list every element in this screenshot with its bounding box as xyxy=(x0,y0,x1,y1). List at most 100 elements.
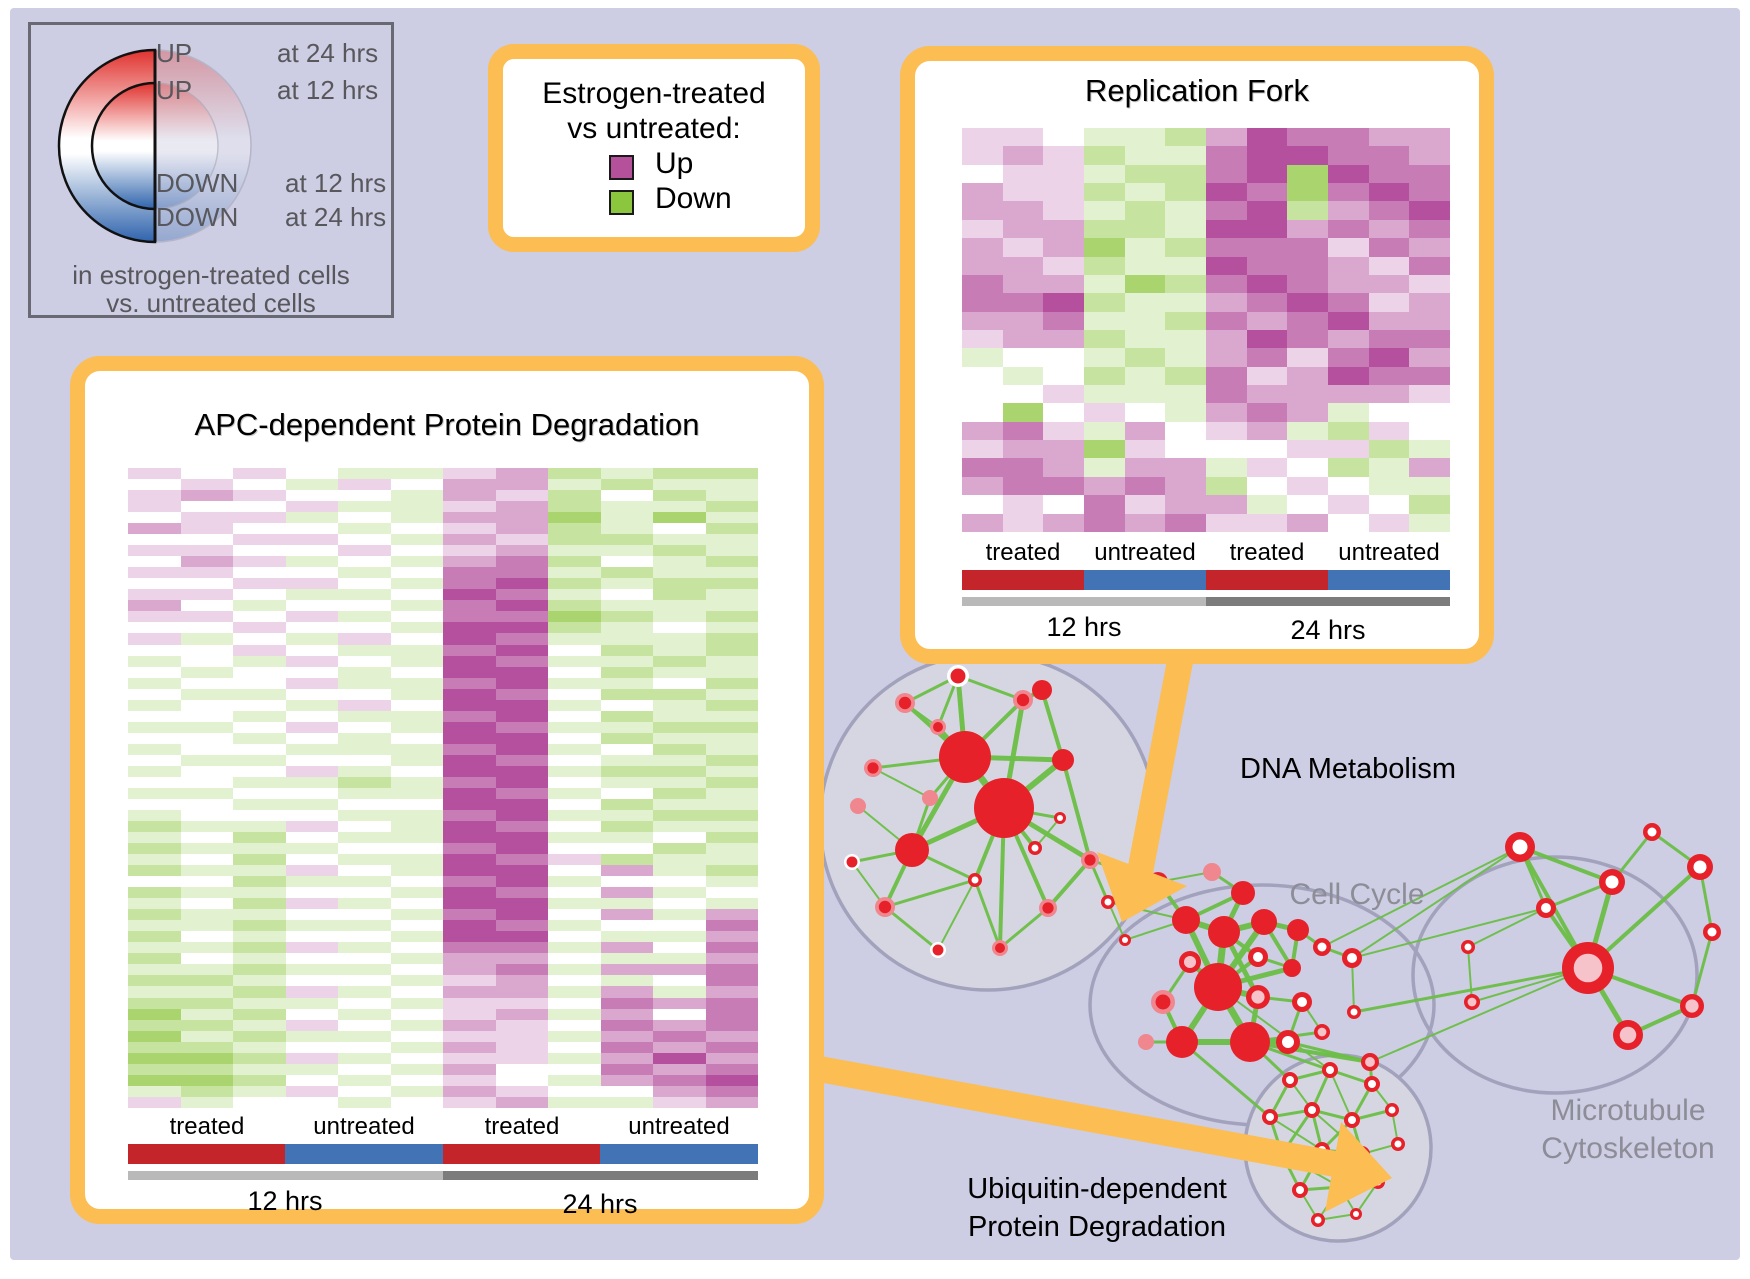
network-node xyxy=(974,778,1034,838)
heatmap-cell xyxy=(495,909,548,921)
heatmap-cell xyxy=(1368,238,1410,257)
heatmap-cell xyxy=(495,721,548,733)
network-node-core xyxy=(1286,1076,1294,1084)
heatmap-cell xyxy=(495,589,548,601)
heatmap-cell xyxy=(1043,311,1085,330)
heatmap-cell xyxy=(390,721,443,733)
network-node-core xyxy=(1467,997,1477,1007)
heatmap-cell xyxy=(1002,238,1044,257)
heatmap-cell xyxy=(600,997,653,1009)
heatmap-cell xyxy=(548,1030,601,1042)
heatmap-cell xyxy=(338,920,391,932)
heatmap-cell xyxy=(1409,274,1451,294)
heatmap-cell xyxy=(128,677,181,689)
heatmap-cell xyxy=(128,876,181,888)
heatmap-cell xyxy=(338,468,391,480)
heatmap-cell xyxy=(1328,440,1369,459)
heatmap-cell xyxy=(1246,219,1288,239)
heatmap-cell xyxy=(338,986,391,998)
cluster-label-microtubule_line1: Microtubule xyxy=(1550,1094,1705,1127)
network-node xyxy=(1231,881,1255,905)
heatmap-cell xyxy=(1368,495,1410,514)
network-node xyxy=(1287,919,1309,941)
heatmap-cell xyxy=(495,964,548,976)
heatmap-cell xyxy=(1246,293,1288,312)
heatmap-cell xyxy=(233,1041,286,1053)
heatmap-cell xyxy=(285,964,338,976)
heatmap-cell xyxy=(443,765,496,777)
heatmap-cell xyxy=(1246,311,1288,330)
heatmap-cell xyxy=(285,523,338,535)
heatmap-cell xyxy=(653,843,706,855)
heatmap-cell xyxy=(495,953,548,965)
heatmap-cell xyxy=(705,975,758,987)
heatmap-cell xyxy=(548,1041,601,1053)
heatmap-cell xyxy=(705,854,758,866)
heatmap-cell xyxy=(653,898,706,910)
heatmap-cell xyxy=(1165,256,1207,275)
heatmap-cell xyxy=(962,366,1003,386)
heatmap-row xyxy=(128,512,758,524)
heatmap-cell xyxy=(180,942,233,954)
heatmap-cell xyxy=(653,567,706,579)
heatmap-cell xyxy=(1328,329,1369,349)
rf-group-label-treated-24: treated xyxy=(1229,539,1305,566)
heatmap-cell xyxy=(495,468,548,480)
heatmap-cell xyxy=(1328,219,1369,239)
heatmap-row xyxy=(128,942,758,954)
heatmap-cell xyxy=(495,633,548,645)
heatmap-cell xyxy=(548,876,601,888)
heatmap-cell xyxy=(128,710,181,722)
heatmap-cell xyxy=(962,311,1003,330)
heatmap-cell xyxy=(390,854,443,866)
heatmap-cell xyxy=(600,876,653,888)
heatmap-cell xyxy=(128,798,181,810)
heatmap-cell xyxy=(233,677,286,689)
heatmap-cell xyxy=(705,809,758,821)
heatmap-row xyxy=(128,909,758,921)
heatmap-cell xyxy=(600,479,653,491)
heatmap-cell xyxy=(180,1041,233,1053)
heatmap-cell xyxy=(495,1030,548,1042)
heatmap-cell xyxy=(233,832,286,844)
heatmap-cell xyxy=(128,611,181,623)
heatmap-cell xyxy=(1409,164,1451,184)
heatmap-cell xyxy=(1368,329,1410,349)
heatmap-row xyxy=(128,1096,758,1108)
ring-legend-circles xyxy=(57,48,252,244)
heatmap-cell xyxy=(128,512,181,524)
heatmap-cell xyxy=(495,545,548,557)
heatmap-cell xyxy=(180,865,233,877)
heatmap-cell xyxy=(495,501,548,513)
heatmap-cell xyxy=(548,622,601,634)
heatmap-cell xyxy=(653,523,706,535)
heatmap-cell xyxy=(653,964,706,976)
heatmap-row xyxy=(128,776,758,788)
heatmap-cell xyxy=(180,578,233,590)
heatmap-cell xyxy=(600,655,653,667)
heatmap-cell xyxy=(548,920,601,932)
heatmap-cell xyxy=(285,490,338,502)
heatmap-cell xyxy=(653,909,706,921)
ring-label-up-outer: UP xyxy=(156,38,193,68)
heatmap-cell xyxy=(390,1008,443,1020)
heatmap-cell xyxy=(548,479,601,491)
heatmap-cell xyxy=(1002,201,1044,220)
heatmap-cell xyxy=(285,798,338,810)
heatmap-cell xyxy=(390,512,443,524)
heatmap-cell xyxy=(705,1041,758,1053)
heatmap-cell xyxy=(1165,366,1207,386)
heatmap-cell xyxy=(180,876,233,888)
heatmap-cell xyxy=(548,865,601,877)
heatmap-cell xyxy=(653,1085,706,1097)
heatmap-cell xyxy=(285,832,338,844)
updown-title-line1: Estrogen-treated xyxy=(542,77,766,110)
heatmap-cell xyxy=(443,1063,496,1075)
heatmap-cell xyxy=(390,887,443,899)
network-edge xyxy=(973,879,1002,949)
heatmap-cell xyxy=(1409,421,1451,441)
heatmap-cell xyxy=(495,578,548,590)
heatmap-cell xyxy=(548,534,601,546)
heatmap-cell xyxy=(1124,513,1166,532)
heatmap-cell xyxy=(285,721,338,733)
